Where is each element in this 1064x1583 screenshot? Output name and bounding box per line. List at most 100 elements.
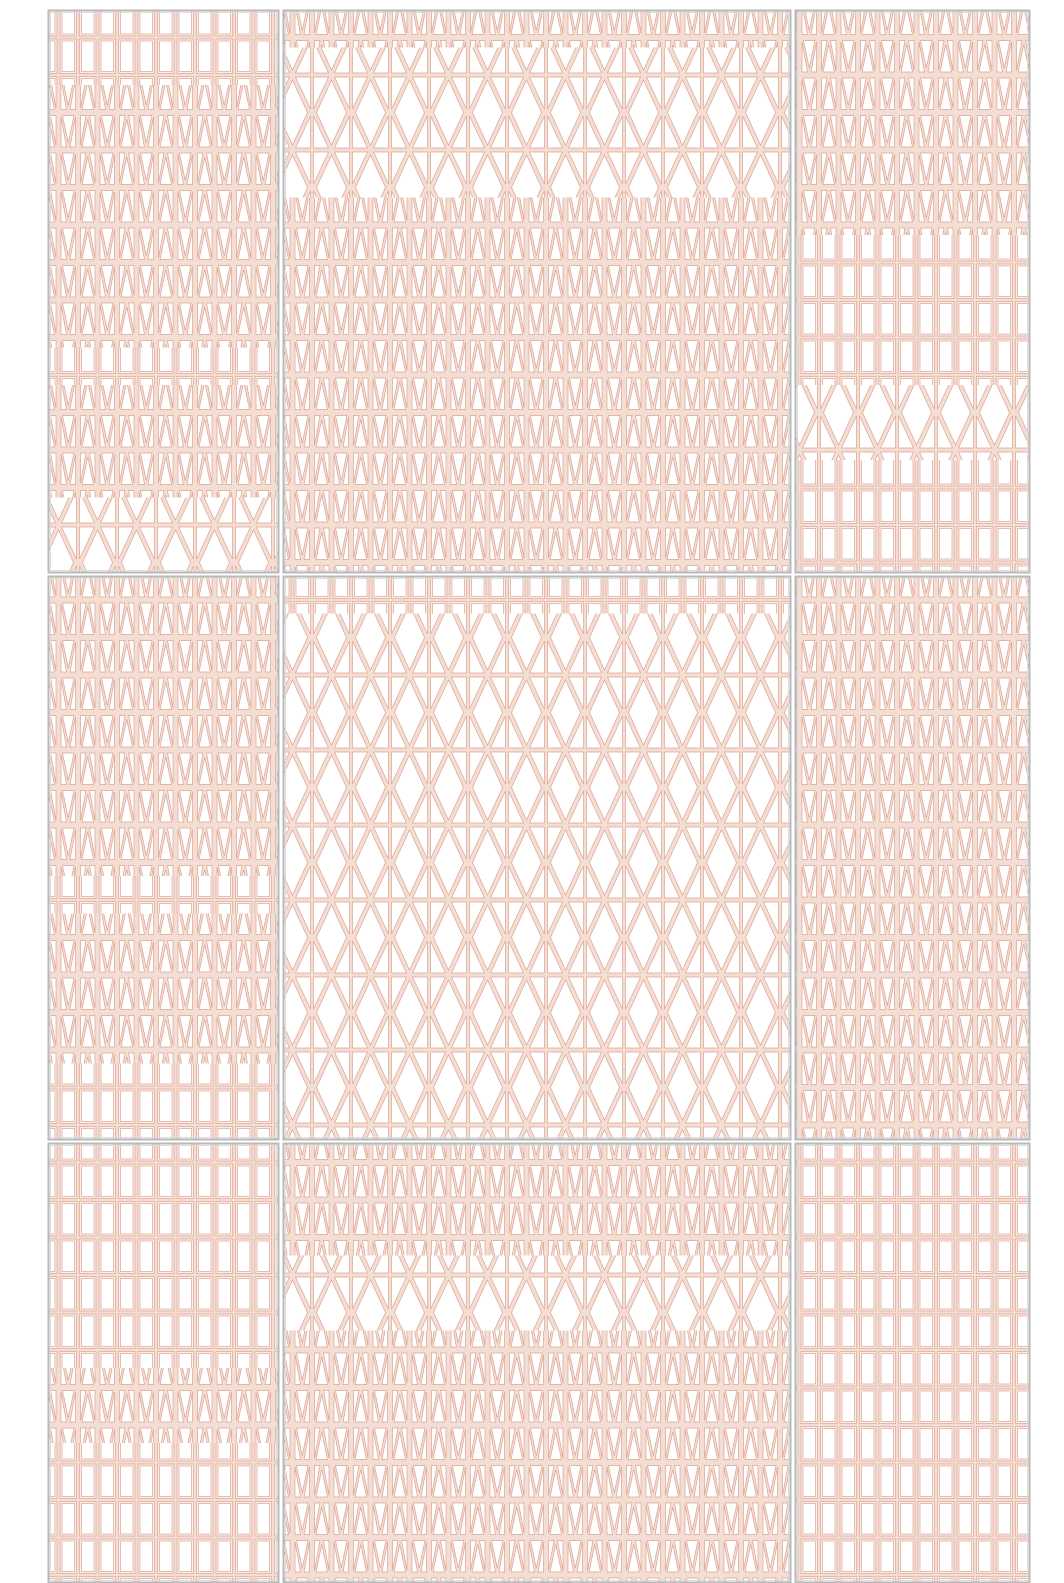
triangle-band — [283, 1143, 791, 1181]
diamond-band — [283, 689, 791, 764]
triangle-band — [48, 989, 279, 1027]
rect-band — [795, 498, 1030, 536]
diamond-band — [283, 989, 791, 1064]
rect-band — [795, 1368, 1030, 1406]
triangle-band — [795, 1101, 1030, 1139]
rect-band — [795, 1556, 1030, 1583]
triangle-band — [48, 689, 279, 727]
rect-band — [795, 535, 1030, 573]
panel-pattern — [795, 1143, 1030, 1583]
panel-grid — [48, 10, 1030, 1583]
triangle-band — [795, 123, 1030, 161]
panel-pattern — [283, 10, 791, 573]
triangle-band — [795, 198, 1030, 236]
triangle-band — [283, 1218, 791, 1256]
rect-band — [795, 1518, 1030, 1556]
triangle-band — [48, 385, 279, 423]
triangle-band — [48, 123, 279, 161]
rect-band — [795, 1443, 1030, 1481]
triangle-band — [48, 85, 279, 123]
triangle-band — [48, 801, 279, 839]
rect-band — [48, 1181, 279, 1219]
triangle-band — [795, 576, 1030, 614]
triangle-band — [48, 235, 279, 273]
diamond-band — [283, 1256, 791, 1331]
rect-band — [795, 1331, 1030, 1369]
panel — [283, 10, 791, 573]
panel — [283, 1143, 791, 1583]
triangle-band — [48, 273, 279, 311]
diamond-band — [283, 914, 791, 989]
triangle-band — [795, 160, 1030, 198]
triangle-band — [48, 198, 279, 236]
rect-band — [795, 310, 1030, 348]
triangle-band — [48, 764, 279, 802]
triangle-band — [795, 839, 1030, 877]
triangle-band — [283, 1181, 791, 1219]
triangle-band — [283, 498, 791, 536]
triangle-band — [283, 385, 791, 423]
rect-band — [48, 1293, 279, 1331]
diamond-band — [283, 48, 791, 123]
triangle-band — [283, 10, 791, 48]
triangle-band — [48, 576, 279, 614]
triangle-band — [283, 535, 791, 573]
triangle-band — [795, 876, 1030, 914]
panel — [48, 576, 279, 1140]
panel-pattern — [283, 1143, 791, 1583]
triangle-band — [48, 726, 279, 764]
triangle-band — [48, 614, 279, 652]
triangle-band — [48, 951, 279, 989]
rect-band — [48, 48, 279, 86]
triangle-band — [283, 1331, 791, 1369]
triangle-band — [283, 1368, 791, 1406]
triangle-band — [795, 989, 1030, 1027]
panel — [48, 1143, 279, 1583]
panel — [48, 10, 279, 573]
rect-band — [795, 1256, 1030, 1294]
rect-band — [48, 10, 279, 48]
triangle-band — [48, 310, 279, 348]
rect-band — [48, 1218, 279, 1256]
diamond-band — [283, 839, 791, 914]
triangle-band — [795, 85, 1030, 123]
diamond-band — [283, 123, 791, 198]
triangle-band — [283, 1406, 791, 1444]
rect-band — [48, 1443, 279, 1481]
lattice-screenshot — [0, 0, 1064, 1583]
panel-pattern — [795, 10, 1030, 573]
rect-band — [795, 1293, 1030, 1331]
triangle-band — [795, 10, 1030, 48]
diamond-band — [283, 764, 791, 839]
rect-band — [795, 1481, 1030, 1519]
rect-band — [283, 576, 791, 614]
triangle-band — [283, 460, 791, 498]
rect-band — [48, 1518, 279, 1556]
rect-band — [48, 348, 279, 386]
triangle-band — [795, 689, 1030, 727]
panel — [795, 1143, 1030, 1583]
panel-pattern — [48, 1143, 279, 1583]
triangle-band — [283, 1481, 791, 1519]
triangle-band — [283, 348, 791, 386]
triangle-band — [48, 651, 279, 689]
diamond-band — [795, 385, 1030, 460]
panel-pattern — [795, 576, 1030, 1139]
triangle-band — [283, 423, 791, 461]
rect-band — [795, 1181, 1030, 1219]
rect-band — [48, 1143, 279, 1181]
rect-band — [795, 1406, 1030, 1444]
triangle-band — [795, 1026, 1030, 1064]
triangle-band — [795, 48, 1030, 86]
diamond-band — [283, 614, 791, 689]
triangle-band — [795, 951, 1030, 989]
triangle-band — [795, 801, 1030, 839]
rect-band — [795, 1143, 1030, 1181]
panel — [283, 576, 791, 1140]
triangle-band — [283, 310, 791, 348]
rect-band — [795, 1218, 1030, 1256]
panel-pattern — [48, 10, 279, 573]
triangle-band — [795, 651, 1030, 689]
triangle-band — [795, 1064, 1030, 1102]
triangle-band — [48, 1406, 279, 1444]
